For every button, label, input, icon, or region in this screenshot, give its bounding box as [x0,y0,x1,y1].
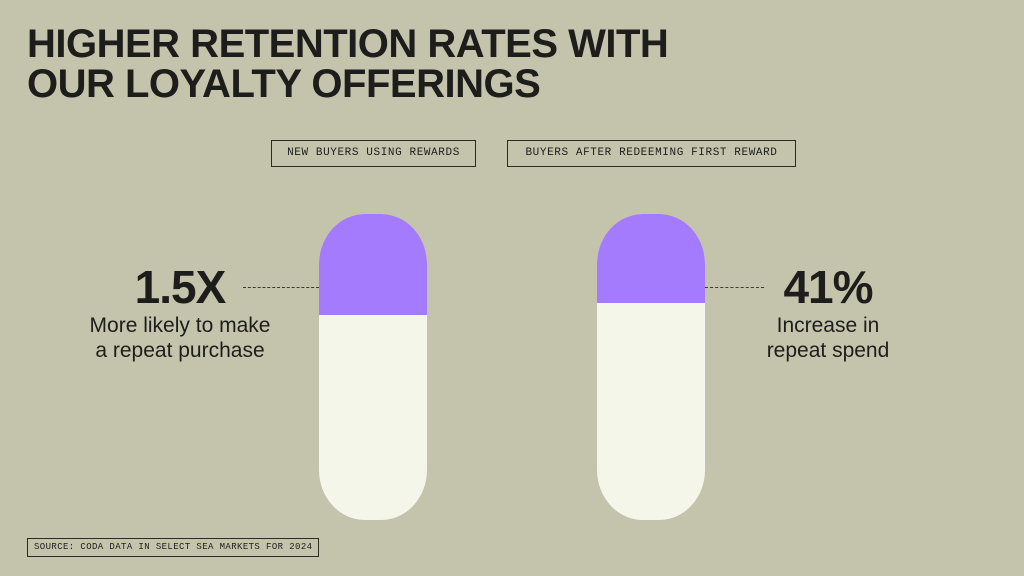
connector-line-right [705,287,764,288]
category-label-after-redeeming: BUYERS AFTER REDEEMING FIRST REWARD [507,140,796,167]
category-label-new-buyers: NEW BUYERS USING REWARDS [271,140,476,167]
stat-description-after-redeeming: Increase in repeat spend [766,314,890,362]
stat-value-after-redeeming: 41% [783,261,873,313]
source-note: SOURCE: CODA DATA IN SELECT SEA MARKETS … [27,538,320,557]
stat-after-redeeming: 41% Increase in repeat spend [728,262,928,363]
bar-new-buyers [319,214,427,520]
bar-fill-new-buyers [319,214,427,315]
bar-after-redeeming [597,214,705,520]
stat-new-buyers: 1.5X More likely to make a repeat purcha… [60,262,300,363]
stat-value-new-buyers: 1.5X [134,261,227,313]
connector-line-left [243,287,319,288]
page-title: HIGHER RETENTION RATES WITH OUR LOYALTY … [27,22,669,106]
title-line-1: HIGHER RETENTION RATES WITH [27,22,669,66]
title-line-2: OUR LOYALTY OFFERINGS [27,62,541,106]
bar-fill-after-redeeming [597,214,705,303]
stat-description-new-buyers: More likely to make a repeat purchase [89,314,271,362]
